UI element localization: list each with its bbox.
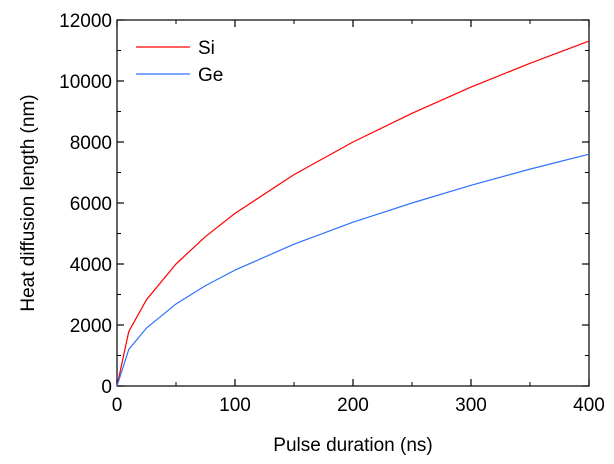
y-tick-label: 2000 [70, 316, 112, 337]
series-line-ge [116, 153, 590, 387]
x-tick-label: 100 [219, 395, 251, 416]
lines-layer [116, 40, 590, 387]
x-axis-label: Pulse duration (ns) [273, 435, 432, 456]
y-tick-label: 6000 [70, 194, 112, 215]
legend-label-ge: Ge [198, 65, 223, 86]
x-tick-label: 0 [112, 395, 123, 416]
y-tick-label: 12000 [59, 11, 112, 32]
y-tick-label: 4000 [70, 255, 112, 276]
x-tick-label: 200 [337, 395, 369, 416]
y-tick-label: 10000 [59, 72, 112, 93]
legend-label-si: Si [198, 38, 215, 59]
legend: Si Ge [136, 38, 223, 86]
plot-frame [116, 19, 590, 387]
y-tick-label: 8000 [70, 133, 112, 154]
series-line-si [116, 40, 590, 387]
y-axis-label: Heat diffusion length (nm) [18, 94, 39, 311]
x-tick-label: 300 [455, 395, 487, 416]
x-tick-label: 400 [573, 395, 605, 416]
y-tick-label: 0 [101, 377, 112, 398]
